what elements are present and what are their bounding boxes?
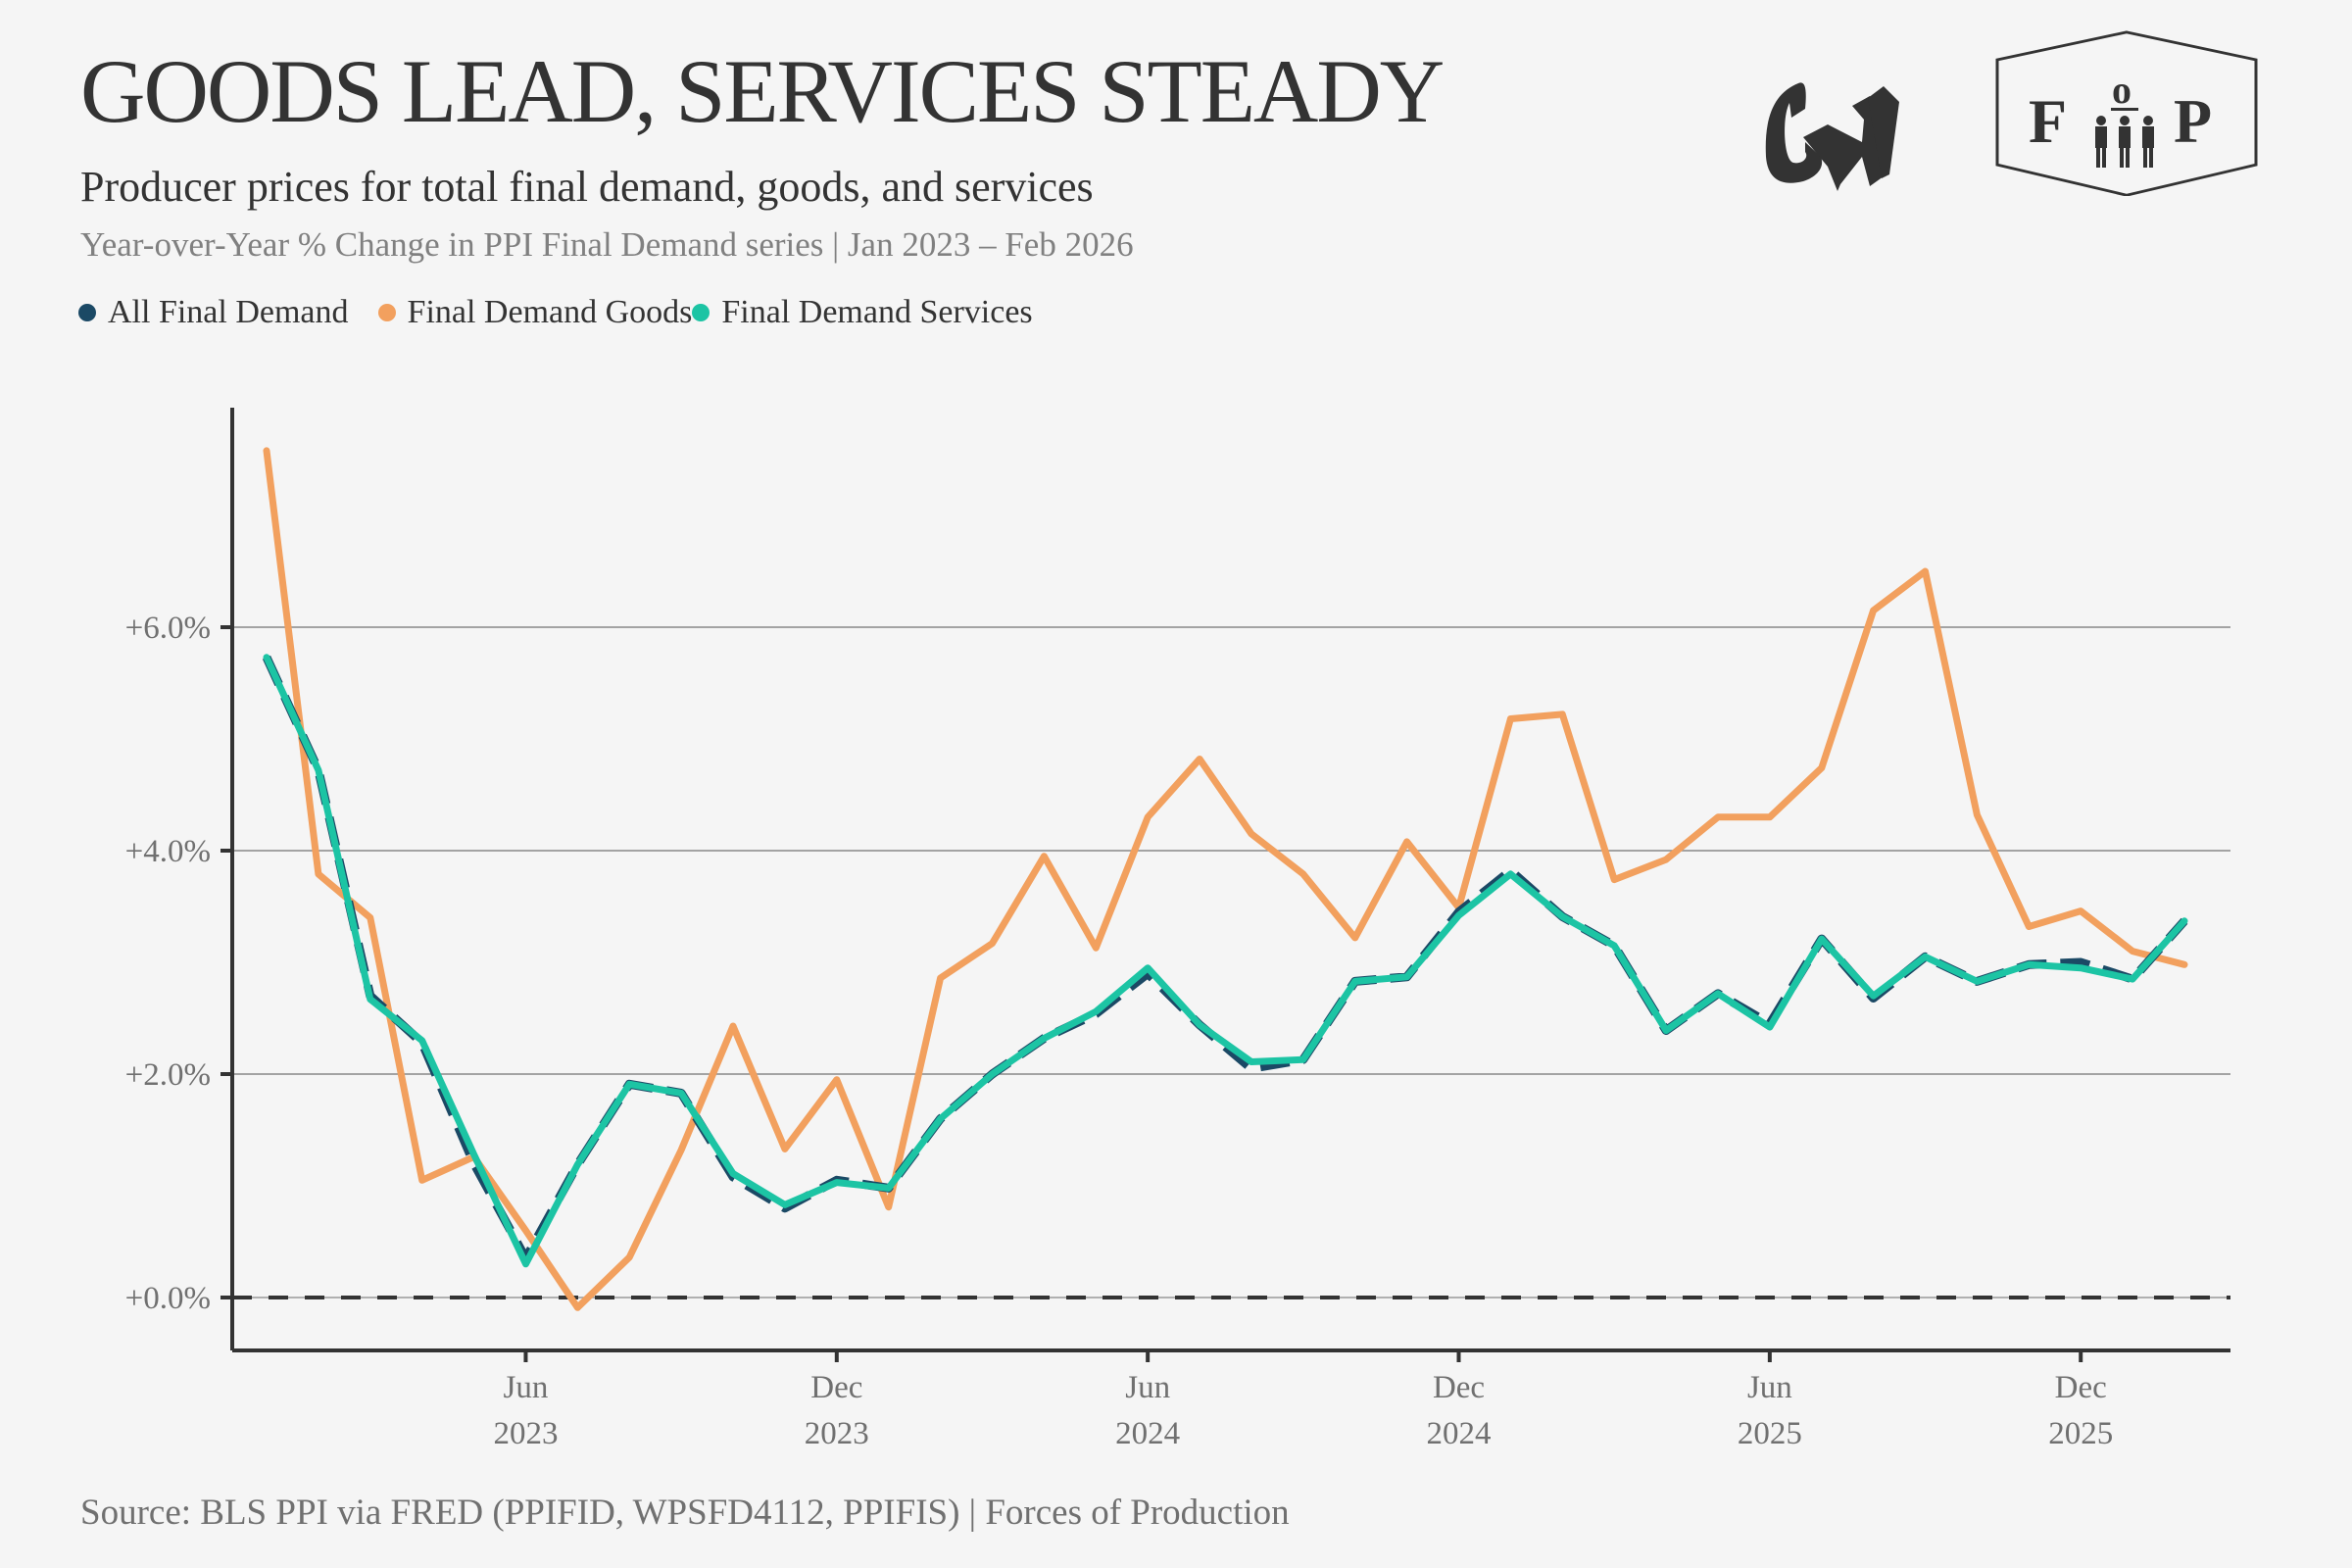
legend-dot-goods [377,304,396,321]
x-tick-label-month: Jun [504,1370,549,1405]
x-tick-label-year: 2023 [805,1416,869,1451]
cw-logo [1765,82,1899,191]
legend-label: Final Demand Goods [407,294,693,330]
x-tick-label-month: Dec [2055,1370,2107,1405]
x-tick-label-year: 2025 [2048,1416,2113,1451]
legend: All Final Demand Final Demand Goods Fina… [78,294,1033,331]
series-line-all-final-demand [262,655,2188,1263]
y-tick-label: +4.0% [125,834,211,869]
series-line-final-demand-goods [263,447,2188,1311]
legend-label: Final Demand Services [721,294,1033,330]
x-tick-label-year: 2023 [493,1416,558,1451]
legend-item-services: Final Demand Services [692,294,1033,331]
svg-text:F: F [2029,86,2067,156]
x-tick-label-year: 2024 [1427,1416,1492,1451]
legend-dot-all [78,304,96,321]
y-tick-label: +0.0% [125,1281,211,1316]
chart-description: Year-over-Year % Change in PPI Final Dem… [80,225,1134,264]
legend-item-all: All Final Demand [78,294,349,331]
svg-text:P: P [2174,86,2212,156]
fop-logo: F o P [1995,30,2258,196]
legend-label: All Final Demand [108,294,349,330]
x-tick-label-year: 2024 [1115,1416,1180,1451]
x-tick-label-month: Jun [1125,1370,1170,1405]
legend-item-goods: Final Demand Goods [377,294,693,331]
y-tick-label: +2.0% [125,1057,211,1093]
svg-text:o: o [2112,68,2132,112]
series-line-final-demand-services [263,654,2188,1268]
x-tick-label-month: Dec [810,1370,862,1405]
chart-subtitle: Producer prices for total final demand, … [80,163,1094,211]
legend-dot-services [692,304,710,321]
x-tick-label-month: Jun [1747,1370,1792,1405]
x-tick-label-year: 2025 [1738,1416,1802,1451]
source-note: Source: BLS PPI via FRED (PPIFID, WPSFD4… [80,1493,1290,1533]
x-tick-label-month: Dec [1433,1370,1485,1405]
chart-title: GOODS LEAD, SERVICES STEADY [80,41,1445,141]
y-tick-label: +6.0% [125,611,211,646]
